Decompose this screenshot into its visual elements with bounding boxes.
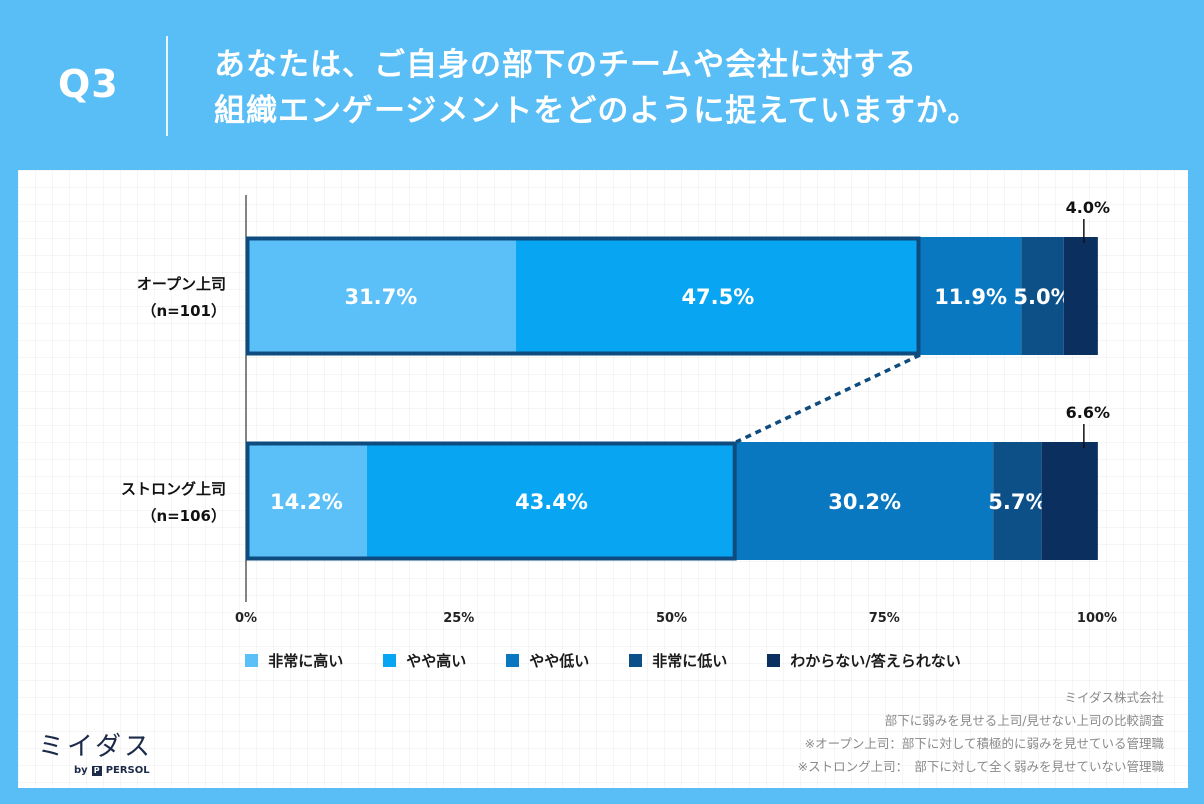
bar-segment [1063,237,1098,355]
data-label: 31.7% [344,285,417,309]
legend-label: やや低い [529,652,590,670]
logo-byline: by P PERSOL [74,765,198,776]
legend-swatch [383,654,397,667]
source-note-strong: ※ストロング上司： 部下に対して全く弱みを見せていない管理職 [797,759,1164,774]
source-company: ミイダス株式会社 [1064,690,1164,705]
data-label: 30.2% [828,490,901,514]
data-label: 4.0% [1066,198,1110,217]
x-tick-label: 50% [656,611,687,626]
legend-swatch [629,654,643,667]
data-label: 43.4% [515,490,588,514]
legend-swatch [767,654,781,667]
legend-item: やや低い [506,650,589,671]
bar-segment [515,237,920,355]
legend-label: わからない/答えられない [790,652,961,670]
category-sample-size: （n=106） [141,507,226,525]
source-survey: 部下に弱みを見せる上司/見せない上司の比較調査 [884,713,1164,728]
legend-item: やや高い [383,650,466,671]
logo-by: by [74,765,88,776]
source-note-open: ※オープン上司：部下に対して積極的に弱みを見せている管理職 [804,736,1164,751]
bar-segment [1021,237,1064,355]
legend-swatch [506,654,520,667]
chart-legend: 非常に高い やや高い やや低い 非常に低い わからない/答えられない [18,650,1188,671]
bar-segment [246,237,516,355]
persol-mark-icon: P [91,765,102,776]
question-title: あなたは、ご自身の部下のチームや会社に対する 組織エンゲージメントをどのように捉… [214,42,1174,134]
logo-wordmark: ミイダス [38,732,153,762]
stacked-bar-chart: 0% 25% 50% 75% 100% オープン上司 （n=101） 31.7% 47.5% 11… [121,195,1117,626]
question-title-line2: 組織エンゲージメントをどのように捉えていますか。 [214,93,980,129]
bar-segment [736,442,994,560]
legend-label: 非常に高い [268,652,344,670]
question-title-line1: あなたは、ご自身の部下のチームや会社に対する [214,47,918,83]
x-tick-label: 25% [443,611,474,626]
legend-item: 非常に低い [629,650,727,671]
legend-item: 非常に高い [245,650,343,671]
category-label: ストロング上司 [121,480,226,498]
positive-share-outline [245,236,921,356]
data-label: 6.6% [1066,403,1110,422]
bar-segment [366,442,737,560]
bar-segment [993,442,1042,560]
bar-segment [919,237,1022,355]
bar-segment [246,442,367,560]
header: Q3 あなたは、ご自身の部下のチームや会社に対する 組織エンゲージメントをどのよ… [0,0,1204,170]
data-label: 11.9% [934,285,1007,309]
category-label: オープン上司 [137,275,226,293]
category-sample-size: （n=101） [141,302,226,320]
x-tick-label: 75% [869,611,900,626]
header-divider [166,36,168,136]
legend-label: 非常に低い [652,652,728,670]
positive-share-outline [245,441,737,561]
miidas-logo: ミイダス by P PERSOL [38,726,198,776]
legend-item: わからない/答えられない [767,650,961,671]
data-label: 5.0% [1013,285,1071,309]
comparison-connector [735,353,921,444]
question-number: Q3 [58,62,119,106]
legend-swatch [245,654,259,667]
chart-card: 0% 25% 50% 75% 100% オープン上司 （n=101） 31.7% 47.5% 11… [18,170,1188,788]
x-tick-label: 0% [235,611,257,626]
x-tick-label: 100% [1077,611,1117,626]
data-label: 5.7% [988,490,1046,514]
source-notes: ミイダス株式会社 部下に弱みを見せる上司/見せない上司の比較調査 ※オープン上司… [798,686,1164,778]
bar-segment [1041,442,1098,560]
logo-brand: PERSOL [105,765,150,776]
data-label: 14.2% [270,490,343,514]
data-label: 47.5% [681,285,754,309]
legend-label: やや高い [406,652,467,670]
